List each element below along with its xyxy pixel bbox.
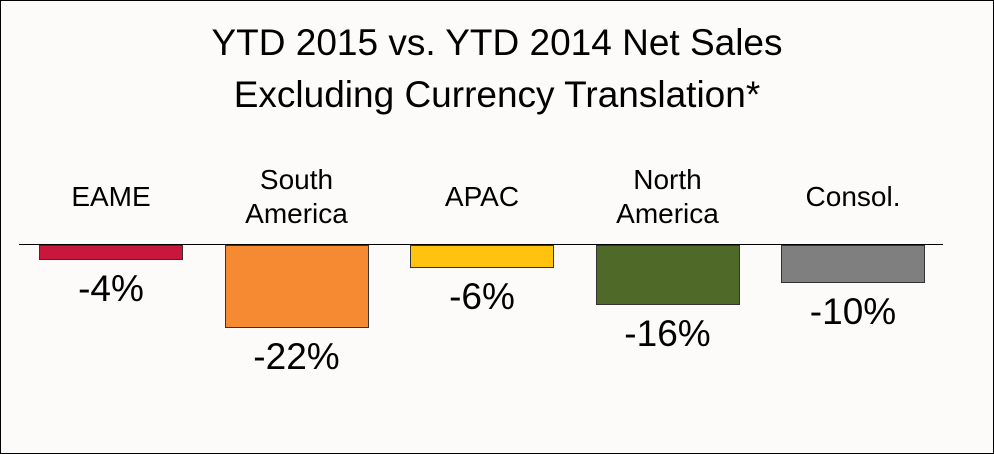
category-label: APAC: [444, 181, 520, 212]
category-label: Consol.: [805, 181, 901, 212]
value-label: -10%: [809, 290, 897, 332]
category-label: South America: [245, 164, 348, 229]
bar: [410, 245, 554, 268]
bar: [39, 245, 183, 261]
baseline: [19, 244, 943, 245]
subtitle: Excluding Currency Translation*: [233, 74, 761, 115]
category-label: EAME: [71, 181, 151, 212]
value-label: -4%: [78, 268, 144, 310]
bar: [224, 245, 369, 328]
bar: [595, 245, 740, 306]
value-label: -22%: [253, 336, 340, 377]
value-label: -16%: [624, 313, 711, 355]
title: YTD 2015 vs. YTD 2014 Net Sales: [211, 22, 783, 63]
chart-title: YTD 2015 vs. YTD 2014 Net Sales Excludin…: [1, 17, 993, 121]
bar: [781, 245, 925, 283]
category-label: North America: [616, 164, 719, 229]
value-label: -6%: [449, 275, 515, 317]
